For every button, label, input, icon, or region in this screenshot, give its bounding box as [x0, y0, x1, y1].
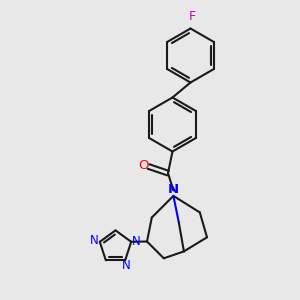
Text: O: O	[139, 159, 149, 172]
Text: N: N	[132, 235, 141, 248]
Text: F: F	[189, 10, 196, 22]
Text: N: N	[90, 234, 99, 247]
Text: N: N	[122, 259, 131, 272]
Text: N: N	[168, 183, 179, 196]
